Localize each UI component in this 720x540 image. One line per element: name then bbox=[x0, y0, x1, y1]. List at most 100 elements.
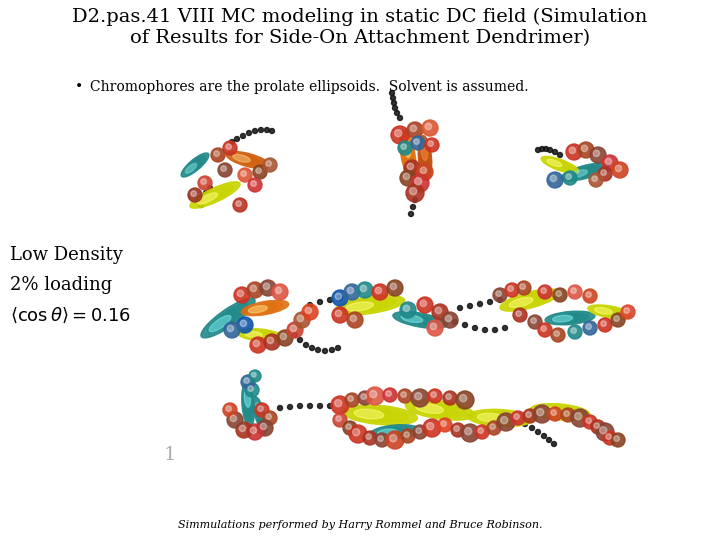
Circle shape bbox=[347, 312, 363, 328]
Ellipse shape bbox=[568, 170, 588, 178]
Circle shape bbox=[503, 326, 508, 330]
Circle shape bbox=[517, 281, 531, 295]
Circle shape bbox=[269, 129, 274, 133]
Circle shape bbox=[461, 424, 479, 442]
Circle shape bbox=[404, 432, 410, 437]
Circle shape bbox=[462, 322, 467, 327]
Circle shape bbox=[422, 120, 438, 136]
Circle shape bbox=[566, 144, 582, 160]
Ellipse shape bbox=[243, 388, 253, 422]
Circle shape bbox=[304, 342, 308, 348]
Circle shape bbox=[292, 333, 297, 338]
Circle shape bbox=[247, 424, 263, 440]
Circle shape bbox=[245, 383, 259, 397]
Circle shape bbox=[445, 315, 451, 322]
Circle shape bbox=[426, 123, 431, 130]
Circle shape bbox=[333, 413, 347, 427]
Circle shape bbox=[578, 142, 594, 158]
Circle shape bbox=[375, 433, 389, 447]
Circle shape bbox=[547, 172, 563, 188]
Circle shape bbox=[264, 127, 269, 132]
Circle shape bbox=[478, 428, 483, 434]
Ellipse shape bbox=[244, 389, 251, 407]
Ellipse shape bbox=[484, 414, 516, 422]
Circle shape bbox=[428, 389, 442, 403]
Circle shape bbox=[615, 165, 621, 172]
Circle shape bbox=[606, 434, 611, 440]
Circle shape bbox=[493, 288, 507, 302]
Circle shape bbox=[408, 212, 413, 217]
Circle shape bbox=[417, 297, 433, 313]
Circle shape bbox=[223, 141, 237, 155]
Circle shape bbox=[401, 144, 406, 150]
Circle shape bbox=[361, 394, 366, 400]
Circle shape bbox=[594, 423, 600, 428]
Circle shape bbox=[561, 408, 575, 422]
Circle shape bbox=[624, 308, 629, 313]
Circle shape bbox=[336, 293, 341, 300]
Circle shape bbox=[536, 409, 544, 416]
Ellipse shape bbox=[226, 151, 270, 168]
Circle shape bbox=[253, 340, 260, 347]
Ellipse shape bbox=[561, 163, 609, 181]
Circle shape bbox=[557, 152, 562, 158]
Circle shape bbox=[410, 125, 417, 132]
Circle shape bbox=[234, 287, 250, 303]
Circle shape bbox=[214, 151, 220, 157]
Ellipse shape bbox=[545, 408, 575, 416]
Ellipse shape bbox=[404, 143, 412, 167]
Circle shape bbox=[211, 148, 225, 162]
Circle shape bbox=[250, 337, 266, 353]
Circle shape bbox=[400, 170, 416, 186]
Circle shape bbox=[423, 419, 441, 437]
Circle shape bbox=[363, 431, 377, 445]
Circle shape bbox=[255, 403, 269, 417]
Circle shape bbox=[598, 167, 612, 181]
Ellipse shape bbox=[215, 308, 241, 328]
Circle shape bbox=[230, 139, 235, 145]
Circle shape bbox=[251, 285, 256, 292]
Circle shape bbox=[318, 300, 323, 305]
Circle shape bbox=[323, 348, 328, 354]
Circle shape bbox=[251, 373, 256, 377]
Circle shape bbox=[200, 197, 205, 201]
Circle shape bbox=[526, 412, 531, 417]
Circle shape bbox=[331, 396, 349, 414]
Ellipse shape bbox=[201, 298, 255, 338]
Ellipse shape bbox=[196, 185, 234, 205]
Circle shape bbox=[401, 429, 415, 443]
Circle shape bbox=[536, 429, 541, 435]
Circle shape bbox=[349, 425, 367, 443]
Circle shape bbox=[328, 403, 333, 408]
Ellipse shape bbox=[402, 137, 414, 173]
Circle shape bbox=[467, 303, 472, 308]
Circle shape bbox=[482, 327, 487, 333]
Circle shape bbox=[237, 317, 253, 333]
Ellipse shape bbox=[400, 314, 441, 326]
Circle shape bbox=[260, 423, 266, 430]
Ellipse shape bbox=[546, 159, 574, 171]
Circle shape bbox=[446, 394, 451, 400]
Circle shape bbox=[538, 323, 552, 337]
Ellipse shape bbox=[343, 405, 418, 425]
Circle shape bbox=[411, 174, 429, 192]
Circle shape bbox=[390, 283, 397, 289]
Circle shape bbox=[531, 318, 536, 323]
Ellipse shape bbox=[467, 409, 533, 427]
Ellipse shape bbox=[538, 406, 582, 419]
Ellipse shape bbox=[346, 302, 374, 311]
Circle shape bbox=[539, 146, 544, 152]
Circle shape bbox=[490, 424, 495, 429]
Circle shape bbox=[541, 326, 546, 332]
Ellipse shape bbox=[377, 427, 414, 437]
Circle shape bbox=[536, 147, 541, 152]
Circle shape bbox=[240, 171, 246, 177]
Circle shape bbox=[492, 327, 498, 333]
Circle shape bbox=[513, 308, 527, 322]
Circle shape bbox=[201, 179, 207, 184]
Ellipse shape bbox=[247, 302, 283, 314]
Ellipse shape bbox=[244, 332, 262, 338]
Ellipse shape bbox=[515, 294, 545, 306]
Circle shape bbox=[413, 198, 418, 202]
Circle shape bbox=[464, 428, 472, 435]
